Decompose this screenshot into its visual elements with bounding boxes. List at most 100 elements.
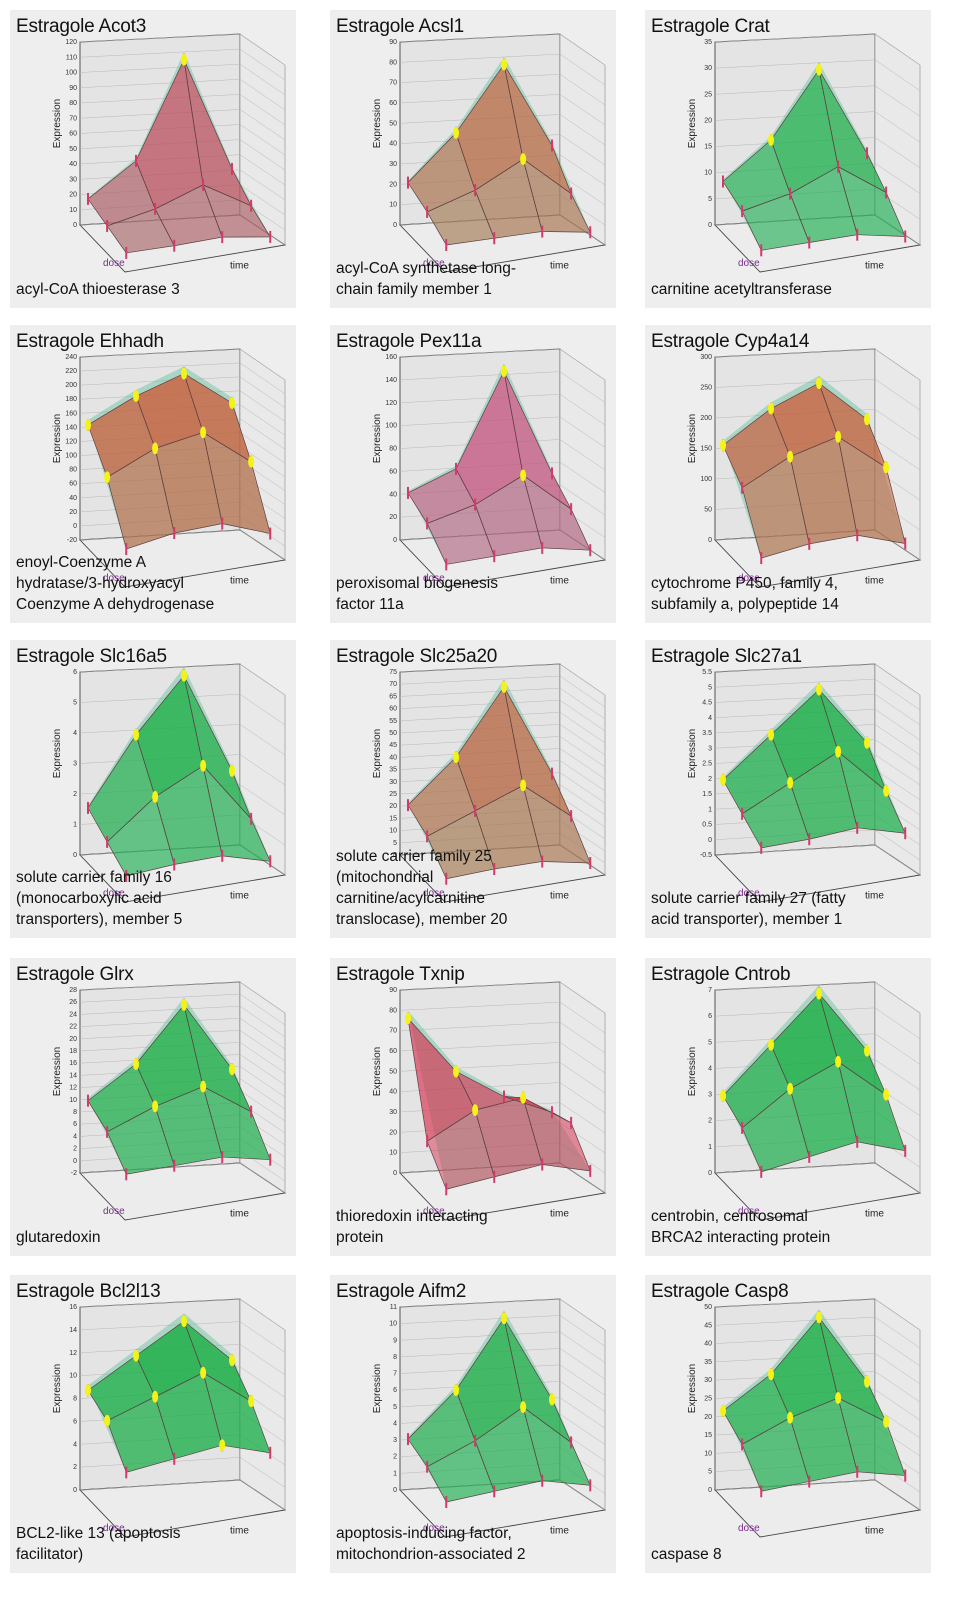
side-wall — [239, 981, 286, 1194]
highlight-marker — [200, 1366, 207, 1379]
time-axis-label: time — [550, 576, 569, 587]
highlight-marker — [883, 1415, 890, 1428]
time-axis-label: time — [230, 261, 249, 272]
z-tick-label: 15 — [704, 1432, 712, 1439]
z-tick-label: 20 — [69, 1036, 77, 1043]
z-gridline — [714, 844, 921, 876]
z-gridline — [79, 33, 286, 66]
z-tick-label: 40 — [69, 495, 77, 502]
z-tick-label: 16 — [69, 1060, 77, 1067]
z-tick-label: 0 — [708, 1170, 712, 1177]
z-tick-label: 16 — [69, 1304, 77, 1311]
z-tick-label: 30 — [704, 1377, 712, 1384]
z-axis-label: Expression — [52, 1047, 63, 1096]
chart-panel: -20 0 20 40 60 80 100 120 140 160 180 200 220 240 Expr… — [10, 325, 296, 623]
z-gridline — [79, 693, 286, 726]
highlight-marker — [864, 413, 870, 426]
gene-description: subfamily a, polypeptide 14 — [651, 596, 839, 613]
z-tick-label: 220 — [65, 368, 77, 375]
z-tick-label: 45 — [389, 742, 397, 749]
highlight-marker — [835, 430, 842, 443]
panel-title: Estragole Pex11a — [336, 331, 482, 352]
highlight-marker — [501, 680, 507, 693]
z-tick-label: 2 — [393, 1454, 397, 1461]
z-gridline — [79, 169, 286, 201]
gene-description: (mitochondrial — [336, 869, 434, 886]
highlight-marker — [883, 1088, 890, 1101]
z-tick-label: 50 — [389, 120, 397, 127]
surface-plot: -20246810121416182022242628Expressiondos… — [52, 981, 287, 1221]
gene-description: caspase 8 — [651, 1546, 722, 1563]
surface-plot: 0 1 2 3 4 5 6 7 Expression dose time — [687, 981, 922, 1221]
z-gridline — [714, 678, 921, 711]
chart-panel: 0 10 20 30 40 50 60 70 80 90 Expression dose time Est… — [330, 10, 616, 308]
z-tick-label: 50 — [69, 146, 77, 153]
z-gridline — [79, 981, 286, 1014]
highlight-marker — [501, 365, 507, 378]
gene-description: acyl-CoA thioesterase 3 — [16, 281, 180, 298]
gene-description: acyl-CoA synthetase long- — [336, 260, 517, 277]
panel-title: Estragole Slc27a1 — [651, 646, 802, 667]
z-tick-label: 0 — [73, 523, 77, 530]
z-gridline — [399, 1021, 606, 1054]
chart-panel: 0 5 10 15 20 25 30 35 Expression dose time Estragol… — [645, 10, 931, 308]
z-tick-label: 110 — [66, 54, 77, 61]
panel-title: Estragole Txnip — [336, 964, 465, 985]
z-gridline — [714, 663, 921, 696]
highlight-marker — [133, 1349, 139, 1362]
z-gridline — [399, 94, 606, 126]
time-axis-label: time — [865, 1209, 884, 1220]
panel-title: Estragole Casp8 — [651, 1281, 789, 1302]
panel-title: Estragole Slc16a5 — [16, 646, 167, 667]
gene-description: enoyl-Coenzyme A — [16, 554, 147, 571]
z-tick-label: 0 — [708, 837, 712, 844]
z-gridline — [79, 109, 286, 141]
z-tick-label: 5.5 — [702, 669, 712, 676]
z-gridline — [399, 981, 606, 1014]
z-tick-label: 50 — [389, 730, 397, 737]
dose-axis-label: dose — [738, 1206, 760, 1217]
z-gridline — [79, 724, 286, 756]
z-gridline — [399, 194, 606, 226]
surface-plot: 0 10 20 30 40 50 60 70 80 90 100 110 120 Expression do… — [52, 33, 287, 273]
z-gridline — [79, 1042, 286, 1074]
z-gridline — [79, 993, 286, 1026]
z-gridline — [399, 393, 606, 426]
chart-panel: 0 5 10 15 20 25 30 35 40 45 50 Expression dose time Es… — [645, 1275, 931, 1573]
z-gridline — [714, 1334, 921, 1367]
z-tick-label: 10 — [389, 202, 397, 209]
gene-description: solute carrier family 16 — [16, 869, 172, 886]
z-tick-label: 4 — [708, 1065, 712, 1072]
gene-description: Coenzyme A dehydrogenase — [16, 596, 215, 613]
highlight-marker — [181, 669, 187, 682]
dose-axis-label: dose — [103, 1523, 125, 1534]
dose-axis-label: dose — [423, 573, 445, 584]
panel-title: Estragole Cntrob — [651, 964, 791, 985]
highlight-marker — [248, 1395, 255, 1408]
z-tick-label: 45 — [704, 1322, 712, 1329]
z-tick-label: 5 — [393, 1404, 397, 1411]
z-tick-label: 30 — [69, 176, 77, 183]
z-tick-label: 40 — [69, 161, 77, 168]
z-gridline — [399, 675, 606, 708]
z-gridline — [714, 724, 921, 756]
z-tick-label: 12 — [69, 1085, 77, 1092]
gene-description: carnitine/acylcarnitine — [336, 890, 486, 907]
z-gridline — [79, 1054, 286, 1086]
highlight-marker — [152, 1100, 159, 1113]
z-gridline — [79, 1017, 286, 1050]
highlight-marker — [453, 126, 459, 139]
z-tick-label: 200 — [700, 415, 712, 422]
z-tick-label: 50 — [389, 1068, 397, 1075]
surface-plot: 0 1 2 3 4 5 6 Expression dose time — [52, 663, 287, 903]
highlight-marker — [152, 1390, 159, 1403]
z-tick-label: 240 — [65, 354, 77, 361]
z-axis-label: Expression — [687, 1364, 698, 1413]
highlight-marker — [864, 736, 870, 749]
z-tick-label: 6 — [73, 1121, 77, 1128]
dose-axis-label: dose — [423, 1206, 445, 1217]
z-tick-label: 200 — [65, 382, 77, 389]
z-tick-label: 40 — [704, 1341, 712, 1348]
dose-axis-label: dose — [423, 888, 445, 899]
z-tick-label: 10 — [704, 170, 712, 177]
